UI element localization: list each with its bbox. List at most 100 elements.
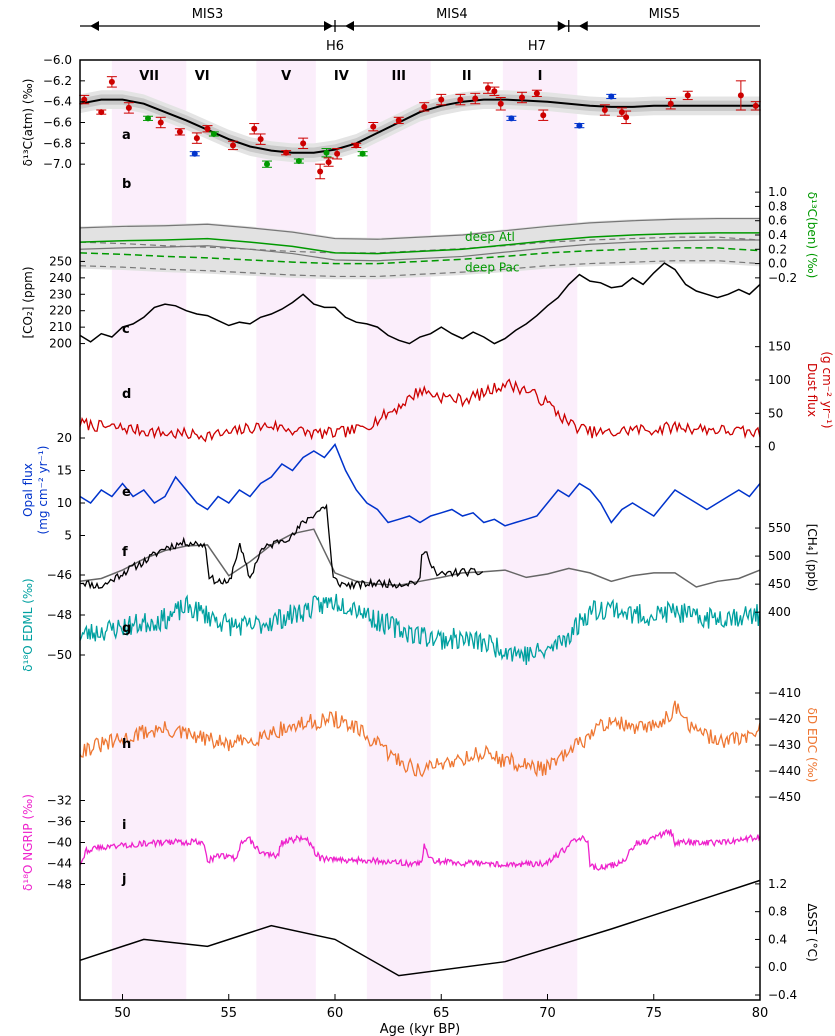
panel-letter-a: a: [122, 128, 131, 143]
point-marker: [472, 95, 479, 102]
data-point: [621, 110, 632, 125]
panel-letter-e: e: [122, 485, 131, 500]
panel-a: [79, 76, 761, 180]
data-point: [750, 101, 761, 111]
point-marker: [519, 94, 525, 101]
series-line-i-generator: [79, 828, 761, 871]
interval-label-VII: VII: [139, 69, 159, 84]
y-tick-label: 500: [768, 549, 791, 563]
shaded-intervals: [111, 60, 578, 1000]
y-tick-label: 0.4: [768, 228, 787, 242]
arrowhead-mis4-left: [345, 21, 354, 31]
y-tick-label: −6.6: [43, 116, 72, 130]
data-point: [315, 163, 326, 180]
point-marker: [264, 161, 270, 168]
y-axis-d: 150 100 50 0 Dust flux (g cm⁻² yr⁻¹): [755, 340, 834, 454]
point-marker: [576, 122, 583, 129]
point-marker: [98, 109, 105, 116]
y-tick-label: 400: [768, 605, 791, 619]
data-point: [574, 122, 585, 129]
series-label-deep-Pac: deep Pac: [465, 260, 519, 274]
data-point: [321, 148, 332, 158]
y-tick-label: 250: [49, 254, 72, 268]
y-tick-label: −6.8: [43, 136, 72, 150]
y-tick-label: −48: [47, 878, 72, 892]
y-tick-label: −430: [768, 738, 801, 752]
series-line-b-1: [79, 247, 761, 265]
y-tick-label: 0.8: [768, 199, 787, 213]
data-point: [419, 102, 430, 112]
y-axis-c: 250 240 230 220 210 200 [CO₂] (ppm): [21, 254, 85, 351]
data-point: [483, 82, 493, 94]
y-axis-title-j: ΔSST (°C): [805, 903, 819, 961]
point-marker: [438, 96, 445, 103]
y-tick-label: −6.0: [43, 53, 72, 67]
point-marker: [257, 136, 264, 143]
y-axis-b: 1.00.80.60.40.20.0−0.2 δ¹³C(ben) (‰): [755, 185, 819, 285]
point-marker: [125, 104, 132, 111]
point-marker: [533, 90, 540, 97]
point-marker: [317, 168, 324, 175]
y-tick-label: −440: [768, 764, 801, 778]
shaded-interval-V: [256, 60, 316, 1000]
data-point: [189, 150, 200, 157]
point-marker: [667, 100, 674, 107]
stage-label-MIS3: MIS3: [192, 7, 224, 22]
uncertainty-band-1: [80, 94, 760, 158]
point-marker: [295, 158, 302, 165]
y-tick-label: 240: [49, 271, 72, 285]
point-marker: [81, 96, 88, 103]
x-tick-label: 60: [327, 1006, 344, 1021]
y-tick-label: 200: [49, 337, 72, 351]
x-axis-title: Age (kyr BP): [380, 1022, 460, 1036]
arrowhead-mis3-right: [324, 21, 333, 31]
stage-bar: MIS3 MIS4 MIS5 H6 H7: [80, 7, 760, 54]
point-marker: [300, 140, 307, 147]
series-line-j-0: [79, 879, 761, 977]
shaded-interval-III: [366, 60, 431, 1000]
y-tick-label: −0.4: [768, 988, 797, 1002]
data-point: [262, 160, 272, 168]
point-marker: [497, 100, 504, 107]
y-axis-title-g: δ¹⁸O EDML (‰): [21, 578, 35, 671]
panel-j: [79, 879, 761, 977]
y-tick-label: 0.4: [768, 932, 787, 946]
data-point: [228, 140, 238, 151]
y-axis-j: 1.2 0.8 0.4 0.0 −0.4 ΔSST (°C): [755, 877, 819, 1002]
shaded-interval-VII: [111, 60, 187, 1000]
point-marker: [230, 142, 236, 149]
point-marker: [485, 85, 491, 92]
event-label-H7: H7: [528, 39, 546, 54]
y-tick-label: −36: [47, 815, 72, 829]
x-tick-label: 70: [539, 1006, 556, 1021]
y-tick-label: −32: [47, 794, 72, 808]
uncertainty-bound-0: [79, 217, 760, 240]
y-tick-label: −40: [47, 836, 72, 850]
point-marker: [283, 149, 290, 156]
point-marker: [193, 135, 200, 142]
plot-border: [79, 59, 761, 1001]
y-tick-label: −44: [47, 857, 72, 871]
stage-label-MIS5: MIS5: [649, 7, 681, 22]
point-marker: [395, 117, 402, 124]
series-label-deep-Atl: deep Atl: [465, 230, 515, 244]
data-point: [123, 102, 134, 114]
y-tick-label: 0.8: [768, 905, 787, 919]
y-axis-title-h: δD EDC (‰): [805, 708, 819, 783]
y-tick-label: 5: [64, 529, 72, 543]
data-point: [79, 94, 90, 105]
data-point: [96, 109, 107, 116]
y-axis-g: −46 −48 −50 δ¹⁸O EDML (‰): [21, 568, 85, 672]
y-tick-label: −7.0: [43, 157, 72, 171]
panel-g: [79, 593, 761, 666]
point-marker: [108, 78, 115, 85]
y-tick-label: 230: [49, 287, 72, 301]
point-marker: [601, 107, 608, 113]
point-marker: [359, 150, 366, 157]
data-point: [323, 157, 334, 167]
y-tick-label: 15: [57, 464, 72, 478]
data-point: [155, 116, 166, 129]
point-marker: [204, 125, 211, 132]
point-marker: [540, 112, 547, 119]
y-axis-title-f: [CH₄] (ppb): [805, 524, 819, 592]
